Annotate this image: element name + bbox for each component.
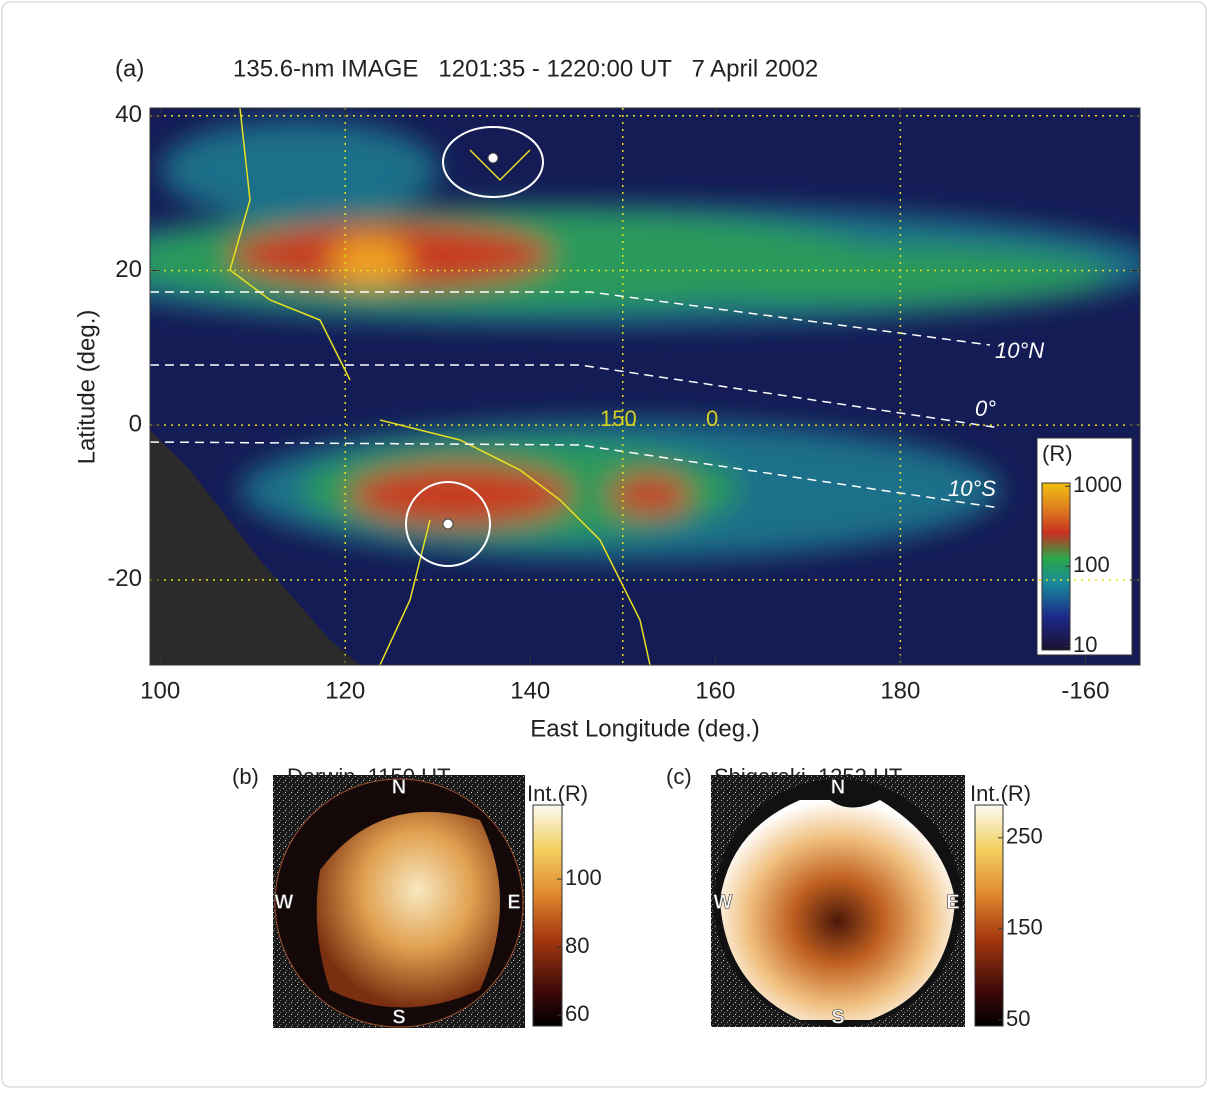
y-tick-label: -20 bbox=[107, 565, 142, 592]
colorbar-label: Int.(R) bbox=[527, 781, 588, 806]
compass-label: N bbox=[392, 776, 406, 798]
x-tick-label: -160 bbox=[1061, 677, 1109, 704]
x-tick-label: 180 bbox=[880, 677, 920, 704]
colorbar-tick-label: 50 bbox=[1006, 1006, 1030, 1031]
map-image bbox=[40, 108, 1160, 665]
map-annotation: 0 bbox=[706, 406, 718, 431]
figure: (a) 135.6-nm IMAGE 1201:35 - 1220:00 UT … bbox=[0, 0, 1208, 1089]
colorbar-tick-label: 250 bbox=[1006, 824, 1043, 849]
colorbar-tick-label: 100 bbox=[1073, 552, 1110, 577]
compass-label: W bbox=[714, 891, 733, 913]
x-tick-label: 120 bbox=[325, 677, 365, 704]
compass-label: W bbox=[275, 891, 294, 913]
colorbar-label: Int.(R) bbox=[970, 781, 1031, 806]
colorbar-tick-label: 10 bbox=[1073, 632, 1097, 657]
map-annotation: 0° bbox=[975, 396, 996, 421]
compass-label: N bbox=[831, 776, 845, 798]
compass-label: E bbox=[946, 891, 959, 913]
compass-label: S bbox=[831, 1006, 844, 1028]
map-annotation: 150 bbox=[600, 406, 637, 431]
map-annotation: 10°N bbox=[995, 338, 1044, 363]
y-tick-label: 0 bbox=[129, 411, 142, 438]
y-tick-label: 20 bbox=[115, 256, 142, 283]
colorbar-tick-label: 100 bbox=[565, 865, 602, 890]
panel-label: (c) bbox=[666, 764, 692, 789]
panel-title: 135.6-nm IMAGE 1201:35 - 1220:00 UT 7 Ap… bbox=[233, 55, 818, 82]
colorbar-tick-label: 60 bbox=[565, 1001, 589, 1026]
page: {"panel_a": {"label": "(a)", "title": "1… bbox=[0, 0, 1208, 1094]
x-tick-label: 140 bbox=[510, 677, 550, 704]
compass-label: S bbox=[392, 1006, 405, 1028]
panel-label: (a) bbox=[115, 55, 144, 82]
x-tick-label: 100 bbox=[140, 677, 180, 704]
colorbar bbox=[533, 805, 562, 1026]
y-tick-label: 40 bbox=[115, 101, 142, 128]
map-annotation: 10°S bbox=[948, 476, 996, 501]
y-axis-label: Latitude (deg.) bbox=[73, 310, 100, 465]
x-axis-label: East Longitude (deg.) bbox=[530, 715, 760, 742]
x-tick-label: 160 bbox=[695, 677, 735, 704]
colorbar-tick-label: 1000 bbox=[1073, 472, 1122, 497]
colorbar-tick-label: 80 bbox=[565, 933, 589, 958]
colorbar-label: (R) bbox=[1042, 441, 1073, 466]
compass-label: E bbox=[507, 891, 520, 913]
colorbar-tick-label: 150 bbox=[1006, 915, 1043, 940]
panel-label: (b) bbox=[232, 764, 259, 789]
